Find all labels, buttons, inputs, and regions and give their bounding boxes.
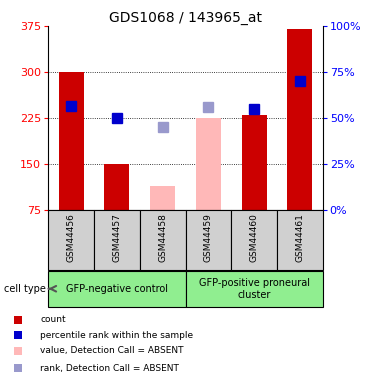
Text: value, Detection Call = ABSENT: value, Detection Call = ABSENT: [40, 346, 184, 355]
Bar: [94, 210, 140, 270]
Text: GSM44459: GSM44459: [204, 213, 213, 262]
Bar: [196, 118, 221, 210]
Bar: [287, 29, 312, 210]
Text: GSM44457: GSM44457: [112, 213, 121, 262]
Bar: [48, 271, 186, 307]
Bar: [186, 210, 231, 270]
Text: rank, Detection Call = ABSENT: rank, Detection Call = ABSENT: [40, 364, 179, 373]
Text: GSM44460: GSM44460: [250, 213, 259, 262]
Text: GFP-positive proneural
cluster: GFP-positive proneural cluster: [198, 278, 310, 300]
Bar: [48, 210, 94, 270]
Title: GDS1068 / 143965_at: GDS1068 / 143965_at: [109, 11, 262, 25]
Bar: [104, 164, 129, 210]
Bar: [140, 210, 186, 270]
Text: GSM44458: GSM44458: [158, 213, 167, 262]
Bar: [186, 271, 323, 307]
Text: GFP-negative control: GFP-negative control: [66, 284, 168, 294]
Text: cell type: cell type: [4, 284, 46, 294]
Text: percentile rank within the sample: percentile rank within the sample: [40, 331, 194, 340]
Bar: [59, 72, 84, 210]
Bar: [231, 210, 277, 270]
Text: GSM44461: GSM44461: [295, 213, 304, 262]
Text: count: count: [40, 315, 66, 324]
Bar: [150, 186, 175, 210]
Bar: [277, 210, 323, 270]
Bar: [242, 115, 267, 210]
Text: GSM44456: GSM44456: [67, 213, 76, 262]
